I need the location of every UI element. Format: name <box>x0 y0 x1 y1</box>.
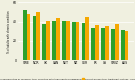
Bar <box>62 21 66 60</box>
Bar <box>85 17 89 60</box>
Bar <box>92 28 95 60</box>
Y-axis label: % of adults with chronic condition: % of adults with chronic condition <box>7 10 11 52</box>
Legend: did not discuss their care goals and priorities or caring for their condition wi: did not discuss their care goals and pri… <box>0 78 135 80</box>
Bar <box>66 21 70 60</box>
Bar <box>36 12 40 60</box>
Bar <box>95 25 99 60</box>
Bar <box>72 22 76 60</box>
Bar <box>105 26 109 60</box>
Bar <box>27 14 30 60</box>
Bar <box>101 28 105 60</box>
Bar <box>111 29 115 60</box>
Bar <box>42 24 46 60</box>
Bar <box>82 23 85 60</box>
Bar <box>52 21 56 60</box>
Bar <box>56 18 60 60</box>
Bar <box>33 16 36 60</box>
Bar <box>121 30 125 60</box>
Bar <box>46 21 50 60</box>
Bar <box>115 24 119 60</box>
Bar <box>125 31 128 60</box>
Bar <box>23 10 27 60</box>
Bar <box>76 22 79 60</box>
